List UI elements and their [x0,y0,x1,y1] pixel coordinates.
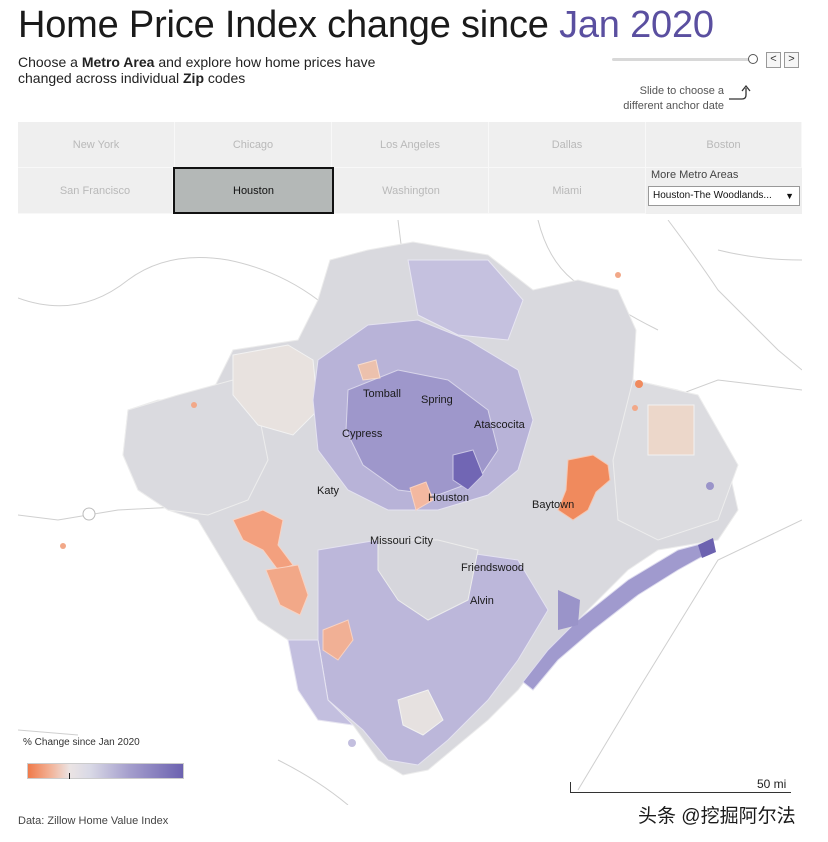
city-label-spring: Spring [421,394,453,406]
zip-region-south-decrease[interactable] [322,619,354,661]
legend-zero-tick [69,773,70,779]
zip-region-baytown-decrease[interactable] [557,454,611,521]
zip-region-central-gray[interactable] [377,539,479,621]
legend-color-ramp [27,763,184,779]
subtitle-metro-emphasis: Metro Area [81,54,155,70]
subtitle-text: and explore how home prices have changed… [18,54,376,86]
page-title: Home Price Index change since Jan 2020 [18,4,714,47]
zip-dot[interactable] [706,482,714,490]
zip-dot[interactable] [294,590,300,596]
metro-button-miami[interactable]: Miami [489,168,646,214]
city-label-tomball: Tomball [363,388,401,400]
zip-region-coast-dark[interactable] [698,538,716,558]
zip-region-hot-increase[interactable] [452,449,484,491]
page-subtitle: Choose a Metro Area and explore how home… [18,54,398,86]
city-label-friendswood: Friendswood [461,562,524,574]
zip-region-tomball-decrease[interactable] [357,359,381,381]
zip-region-north-lavender[interactable] [407,259,524,341]
zip-dot[interactable] [615,272,621,278]
slider-hint: Slide to choose a different anchor date [623,85,724,112]
metro-button-san-francisco[interactable]: San Francisco [18,168,173,214]
curved-arrow-icon [729,84,751,100]
zip-region-west[interactable] [122,379,269,516]
title-prefix: Home Price Index change since [18,4,560,46]
metro-button-dallas[interactable]: Dallas [489,122,646,168]
metro-button-boston[interactable]: Boston [646,122,802,168]
city-label-atascocita: Atascocita [474,419,526,431]
zip-dot[interactable] [191,402,197,408]
subtitle-zip-emphasis: Zip [183,70,204,86]
zip-region-bay-coast[interactable] [558,590,580,630]
zip-region-northeast-beige[interactable] [647,404,695,456]
metro-button-chicago[interactable]: Chicago [175,122,332,168]
map-scale-bar [570,782,791,793]
anchor-date-slider[interactable] [612,54,758,66]
metro-button-houston[interactable]: Houston [173,167,334,214]
zip-region-southern-beige[interactable] [397,689,444,736]
title-anchor-date: Jan 2020 [559,4,714,46]
next-date-button[interactable]: > [784,52,799,68]
metro-button-washington[interactable]: Washington [334,168,489,214]
chevron-down-icon: ▼ [785,191,794,201]
zip-dot[interactable] [348,739,356,747]
metro-button-los-angeles[interactable]: Los Angeles [332,122,489,168]
zip-region-coastline[interactable] [522,541,715,691]
zip-region-east[interactable] [612,379,739,541]
zip-region-houston-decrease[interactable] [409,481,434,511]
city-label-cypress: Cypress [342,428,383,440]
city-label-houston: Houston [428,492,469,504]
interstate-shield-icon [82,507,96,521]
legend-title: % Change since Jan 2020 [23,737,140,748]
zip-region-southwest-decrease[interactable] [265,564,309,616]
zip-region-katy-decrease[interactable] [232,509,294,571]
city-label-missouri-city: Missouri City [370,535,433,547]
city-label-katy: Katy [317,485,340,497]
map-scale-label: 50 mi [757,777,787,791]
previous-date-button[interactable]: < [766,52,781,68]
subtitle-text: codes [204,70,246,86]
slider-handle[interactable] [748,54,758,64]
dropdown-value: Houston-The Woodlands... [653,190,772,201]
zip-dot[interactable] [632,405,638,411]
slider-track[interactable] [612,58,750,61]
subtitle-text: Choose a [18,54,82,70]
zip-dot[interactable] [60,543,66,549]
more-metro-areas-dropdown[interactable]: Houston-The Woodlands... ▼ [648,186,800,206]
city-label-baytown: Baytown [532,499,574,511]
zip-region-southwest-lavender[interactable] [287,639,355,726]
metro-button-new-york[interactable]: New York [18,122,175,168]
zip-code-map[interactable]: Tomball Spring Cypress Atascocita Katy H… [18,220,802,805]
watermark: 头条 @挖掘阿尔法 [638,806,796,827]
city-label-alvin: Alvin [470,595,494,607]
more-metro-areas-label: More Metro Areas [651,169,739,181]
zip-region-northwest[interactable] [232,344,319,436]
data-source-note: Data: Zillow Home Value Index [18,815,169,827]
zip-dot[interactable] [635,380,643,388]
